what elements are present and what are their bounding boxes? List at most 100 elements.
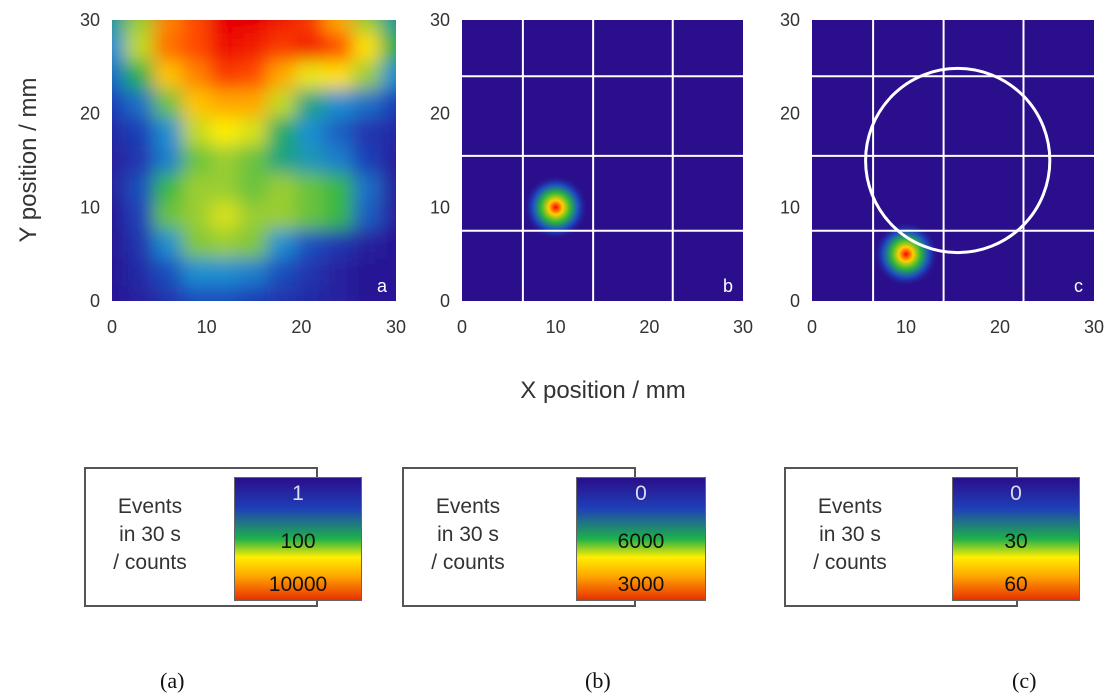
legend-a-line-3: / counts xyxy=(113,551,187,574)
heat-cell xyxy=(125,33,156,64)
heat-cell xyxy=(182,20,213,36)
heat-cell xyxy=(182,257,213,288)
heat-cell xyxy=(295,229,326,260)
heat-cell xyxy=(153,229,184,260)
legend-a-value-2: 100 xyxy=(280,530,316,553)
y-tick-label: 0 xyxy=(90,291,100,311)
heat-cell xyxy=(125,20,156,36)
heat-cell xyxy=(352,285,383,301)
heat-cell xyxy=(267,173,298,204)
heat-cell xyxy=(125,201,156,232)
tick-labels: 0 10 20 30 0 10 20 30 0 10 20 30 0 10 20 30 0 10 20 30 0 10 20… xyxy=(80,10,1104,337)
heat-cell xyxy=(238,285,270,301)
heat-cell xyxy=(153,117,184,148)
heat-cell xyxy=(267,117,298,148)
heat-cell xyxy=(352,20,383,36)
panel-a-cell-layer xyxy=(112,20,396,301)
heat-cell xyxy=(238,89,270,120)
heat-cell xyxy=(295,61,326,92)
heat-cell xyxy=(324,145,355,176)
heat-cell xyxy=(210,201,241,232)
heat-cell xyxy=(112,117,128,148)
heat-cell xyxy=(112,201,128,232)
hotspot-mark xyxy=(873,221,939,287)
x-tick-label: 20 xyxy=(639,317,659,337)
panel-a-cells xyxy=(112,20,396,301)
heat-cell xyxy=(324,173,355,204)
legend-b-line-3: / counts xyxy=(431,551,505,574)
y-axis-label: Y position / mm xyxy=(15,78,42,243)
heat-cell xyxy=(153,173,184,204)
heat-cell xyxy=(380,33,396,64)
heat-cell xyxy=(210,173,241,204)
heat-cell xyxy=(182,89,213,120)
heat-cell xyxy=(324,89,355,120)
heat-cell xyxy=(112,145,128,176)
heat-cell xyxy=(380,20,396,36)
heat-cell xyxy=(238,257,270,288)
heat-cell xyxy=(182,285,213,301)
heat-cell xyxy=(210,61,241,92)
heat-cell xyxy=(112,229,128,260)
legend-a: Events in 30 s / counts 1 100 10000 xyxy=(84,467,362,607)
heat-cell xyxy=(380,285,396,301)
heat-cell xyxy=(153,145,184,176)
x-tick-label: 10 xyxy=(546,317,566,337)
heat-cell xyxy=(153,285,184,301)
heat-cell xyxy=(112,173,128,204)
x-tick-label: 0 xyxy=(807,317,817,337)
y-tick-label: 20 xyxy=(780,104,800,124)
heat-cell xyxy=(267,145,298,176)
heat-cell xyxy=(380,89,396,120)
panel-c-grid xyxy=(812,20,1094,301)
panel-b-heatmap: b xyxy=(462,20,743,301)
panel-b-letter: b xyxy=(723,276,733,296)
heat-cell xyxy=(324,229,355,260)
heat-cell xyxy=(182,173,213,204)
panel-c-background xyxy=(812,20,1094,301)
heat-cell xyxy=(295,257,326,288)
heat-cell xyxy=(380,173,396,204)
heat-cell xyxy=(153,33,184,64)
legend-b-line-2: in 30 s xyxy=(437,523,499,546)
panel-c-heatmap: c xyxy=(812,20,1094,301)
legend-a-value-3: 10000 xyxy=(268,573,328,596)
panel-c-hotspot xyxy=(873,221,939,287)
heat-cell xyxy=(238,117,270,148)
heat-cell xyxy=(125,229,156,260)
heat-cell xyxy=(267,61,298,92)
legend-a-line-2: in 30 s xyxy=(119,523,181,546)
heat-cell xyxy=(295,33,326,64)
heat-cell xyxy=(182,201,213,232)
heat-cell xyxy=(210,229,241,260)
x-tick-label: 30 xyxy=(733,317,753,337)
heat-cell xyxy=(267,257,298,288)
heat-cell xyxy=(112,257,128,288)
legend-b-value-1: 0 xyxy=(635,482,647,505)
heat-cell xyxy=(380,145,396,176)
heat-cell xyxy=(210,33,241,64)
y-tick-label: 30 xyxy=(80,10,100,30)
heat-cell xyxy=(182,229,213,260)
heat-cell xyxy=(324,285,355,301)
heat-cell xyxy=(352,229,383,260)
legend-b-colorbar: 0 6000 3000 xyxy=(576,477,706,601)
panel-c-circle xyxy=(864,66,1052,255)
legend-a-text: Events in 30 s / counts xyxy=(86,493,214,577)
heat-cell xyxy=(352,117,383,148)
heat-cell xyxy=(324,257,355,288)
y-tick-label: 30 xyxy=(780,10,800,30)
heat-cell xyxy=(238,173,270,204)
subfigure-label-b: (b) xyxy=(585,668,611,693)
legend-b-text: Events in 30 s / counts xyxy=(404,493,532,577)
heat-cell xyxy=(182,117,213,148)
legend-c-colorbar: 0 30 60 xyxy=(952,477,1080,601)
heat-cell xyxy=(324,201,355,232)
y-tick-label: 30 xyxy=(430,10,450,30)
legend-c-line-3: / counts xyxy=(813,551,887,574)
heat-cell xyxy=(182,33,213,64)
heat-cell xyxy=(380,201,396,232)
heat-cell xyxy=(125,117,156,148)
heat-cell xyxy=(324,33,355,64)
